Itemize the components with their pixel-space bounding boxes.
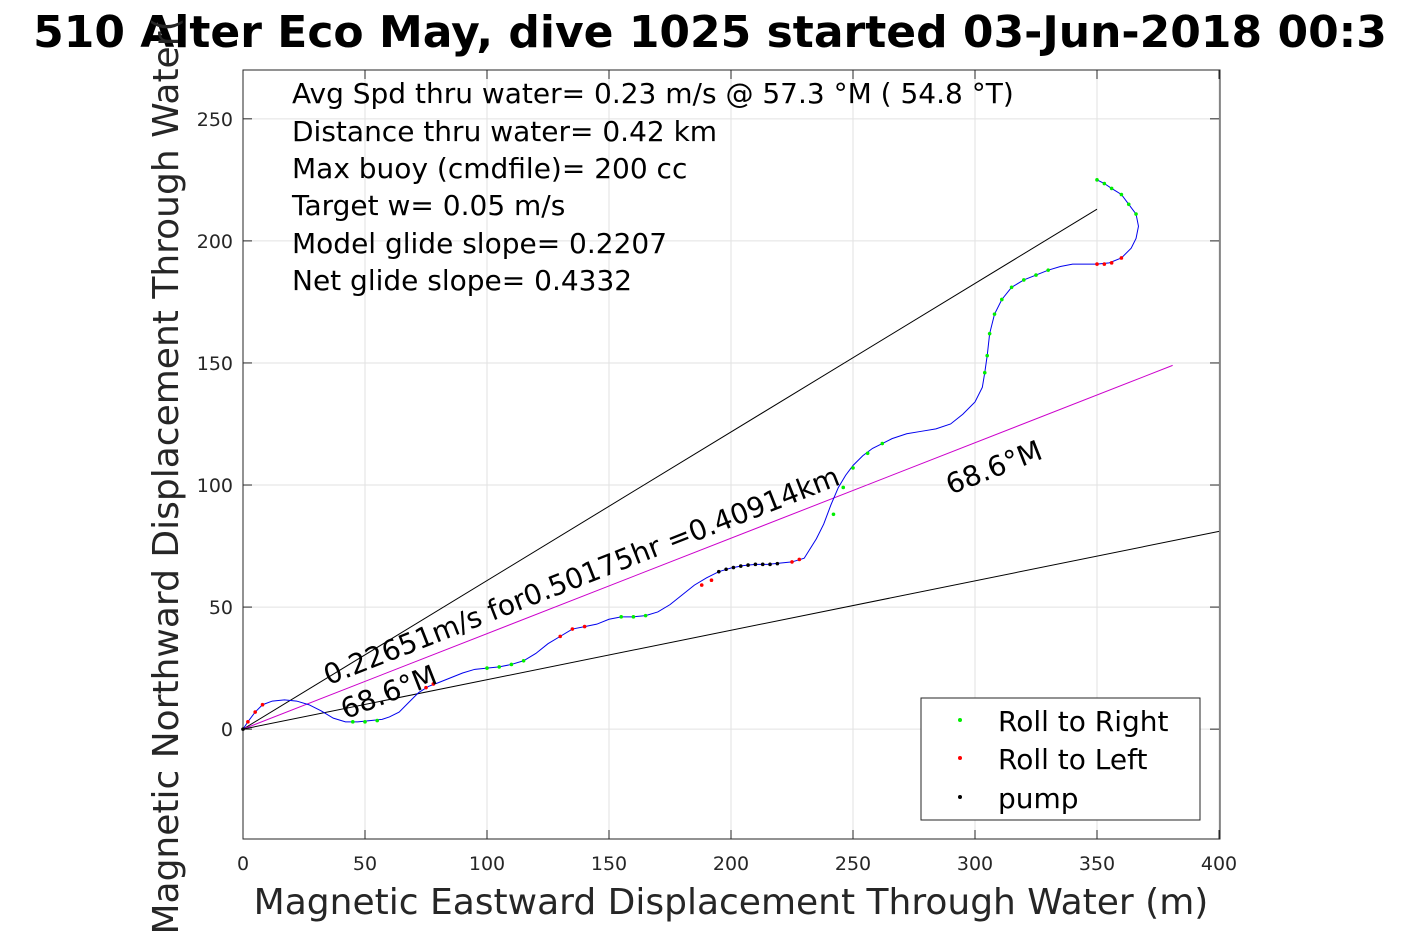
x-tick-label: 350 bbox=[1079, 853, 1115, 875]
y-tick-label: 0 bbox=[221, 719, 233, 741]
roll-left-marker bbox=[431, 682, 436, 686]
roll-right-marker bbox=[851, 466, 855, 470]
roll-left-marker bbox=[558, 634, 562, 639]
pump-marker bbox=[738, 564, 743, 568]
roll-right-marker bbox=[992, 312, 997, 316]
pump-marker bbox=[241, 727, 245, 731]
x-tick-label: 250 bbox=[835, 853, 871, 875]
roll-left-marker bbox=[1109, 261, 1114, 265]
roll-right-marker bbox=[1126, 202, 1131, 207]
roll-right-marker bbox=[1034, 273, 1038, 277]
track-markers bbox=[241, 178, 1138, 731]
pump-marker bbox=[746, 563, 750, 567]
x-tick-label: 300 bbox=[957, 853, 993, 875]
reference-line-0 bbox=[242, 208, 1098, 730]
reference-line-2 bbox=[242, 530, 1220, 730]
roll-right-marker bbox=[1095, 178, 1099, 182]
x-tick-label: 100 bbox=[469, 853, 505, 875]
info-line-distance: Distance thru water= 0.42 km bbox=[292, 115, 717, 148]
x-tick-label: 0 bbox=[237, 853, 249, 875]
roll-right-marker bbox=[1109, 186, 1114, 191]
pump-marker bbox=[760, 562, 765, 567]
roll-right-marker bbox=[619, 615, 623, 619]
roll-right-marker bbox=[1119, 192, 1124, 197]
y-tick-labels: 0 50 100 150 200 250 bbox=[197, 109, 233, 741]
chart-title: 510 Alter Eco May, dive 1025 started 03-… bbox=[33, 7, 1387, 58]
roll-left-marker bbox=[1119, 256, 1124, 260]
y-tick-label: 50 bbox=[209, 597, 233, 619]
roll-right-marker bbox=[643, 613, 648, 618]
legend-marker-roll-right bbox=[958, 718, 962, 722]
roll-right-marker bbox=[880, 441, 885, 446]
pump-marker bbox=[717, 569, 721, 574]
roll-left-marker bbox=[570, 627, 575, 631]
roll-right-marker bbox=[1000, 297, 1004, 302]
info-line-net-glide: Net glide slope= 0.4332 bbox=[292, 264, 632, 297]
roll-left-marker bbox=[260, 702, 265, 707]
roll-left-marker bbox=[709, 578, 714, 583]
roll-left-marker bbox=[790, 560, 794, 564]
pump-marker bbox=[753, 562, 758, 567]
roll-left-marker bbox=[797, 557, 802, 562]
roll-right-marker bbox=[865, 451, 870, 456]
legend-label-pump: pump bbox=[998, 782, 1079, 815]
roll-left-marker bbox=[424, 685, 428, 690]
reference-lines bbox=[242, 208, 1220, 730]
roll-right-marker bbox=[1102, 181, 1107, 186]
y-tick-label: 200 bbox=[197, 231, 233, 253]
roll-right-marker bbox=[1134, 212, 1138, 216]
x-tick-label: 200 bbox=[713, 853, 749, 875]
pump-marker bbox=[724, 567, 728, 572]
y-tick-label: 250 bbox=[197, 109, 233, 131]
roll-left-marker bbox=[246, 720, 250, 724]
roll-left-marker bbox=[1102, 262, 1107, 266]
roll-right-marker bbox=[987, 331, 992, 336]
legend-marker-pump bbox=[958, 795, 962, 799]
roll-right-marker bbox=[985, 353, 989, 358]
reference-line-1 bbox=[242, 364, 1173, 730]
x-tick-label: 50 bbox=[353, 853, 377, 875]
roll-right-marker bbox=[509, 662, 514, 667]
legend: Roll to Right Roll to Left pump bbox=[920, 697, 1201, 821]
info-line-max-buoy: Max buoy (cmdfile)= 200 cc bbox=[292, 152, 687, 185]
axis-ticks bbox=[242, 70, 1220, 839]
roll-left-marker bbox=[1095, 262, 1099, 266]
pump-marker bbox=[775, 561, 780, 566]
x-axis-label: Magnetic Eastward Displacement Through W… bbox=[254, 882, 1209, 923]
roll-right-marker bbox=[1009, 285, 1014, 290]
roll-right-marker bbox=[363, 720, 367, 724]
roll-right-marker bbox=[485, 666, 489, 670]
roll-right-marker bbox=[1046, 268, 1050, 272]
roll-right-marker bbox=[831, 512, 836, 517]
y-axis-label: Magnetic Northward Displacement Through … bbox=[146, 17, 187, 934]
roll-left-marker bbox=[253, 710, 257, 714]
roll-right-marker bbox=[1022, 278, 1026, 282]
roll-left-marker bbox=[582, 624, 587, 629]
pump-marker bbox=[768, 562, 772, 567]
roll-right-marker bbox=[351, 720, 355, 724]
legend-marker-roll-left bbox=[958, 756, 962, 760]
legend-label-roll-right: Roll to Right bbox=[998, 705, 1169, 738]
roll-right-marker bbox=[841, 485, 846, 490]
legend-box bbox=[920, 697, 1201, 821]
pump-marker bbox=[731, 565, 736, 570]
roll-left-marker bbox=[699, 583, 704, 587]
y-tick-label: 150 bbox=[197, 353, 233, 375]
roll-right-marker bbox=[982, 370, 987, 375]
info-line-avg-speed: Avg Spd thru water= 0.23 m/s @ 57.3 °M (… bbox=[292, 77, 1014, 110]
x-tick-label: 400 bbox=[1201, 853, 1237, 875]
x-tick-labels: 0 50 100 150 200 250 300 350 400 bbox=[237, 853, 1237, 875]
roll-right-marker bbox=[631, 615, 636, 619]
info-line-target-w: Target w= 0.05 m/s bbox=[291, 189, 565, 222]
info-line-model-glide: Model glide slope= 0.2207 bbox=[292, 227, 667, 260]
roll-right-marker bbox=[375, 718, 380, 723]
roll-right-marker bbox=[521, 658, 526, 663]
info-text-block: Avg Spd thru water= 0.23 m/s @ 57.3 °M (… bbox=[291, 77, 1014, 297]
legend-label-roll-left: Roll to Left bbox=[998, 743, 1147, 776]
x-tick-label: 150 bbox=[591, 853, 627, 875]
roll-right-marker bbox=[497, 665, 502, 669]
y-tick-label: 100 bbox=[197, 475, 233, 497]
